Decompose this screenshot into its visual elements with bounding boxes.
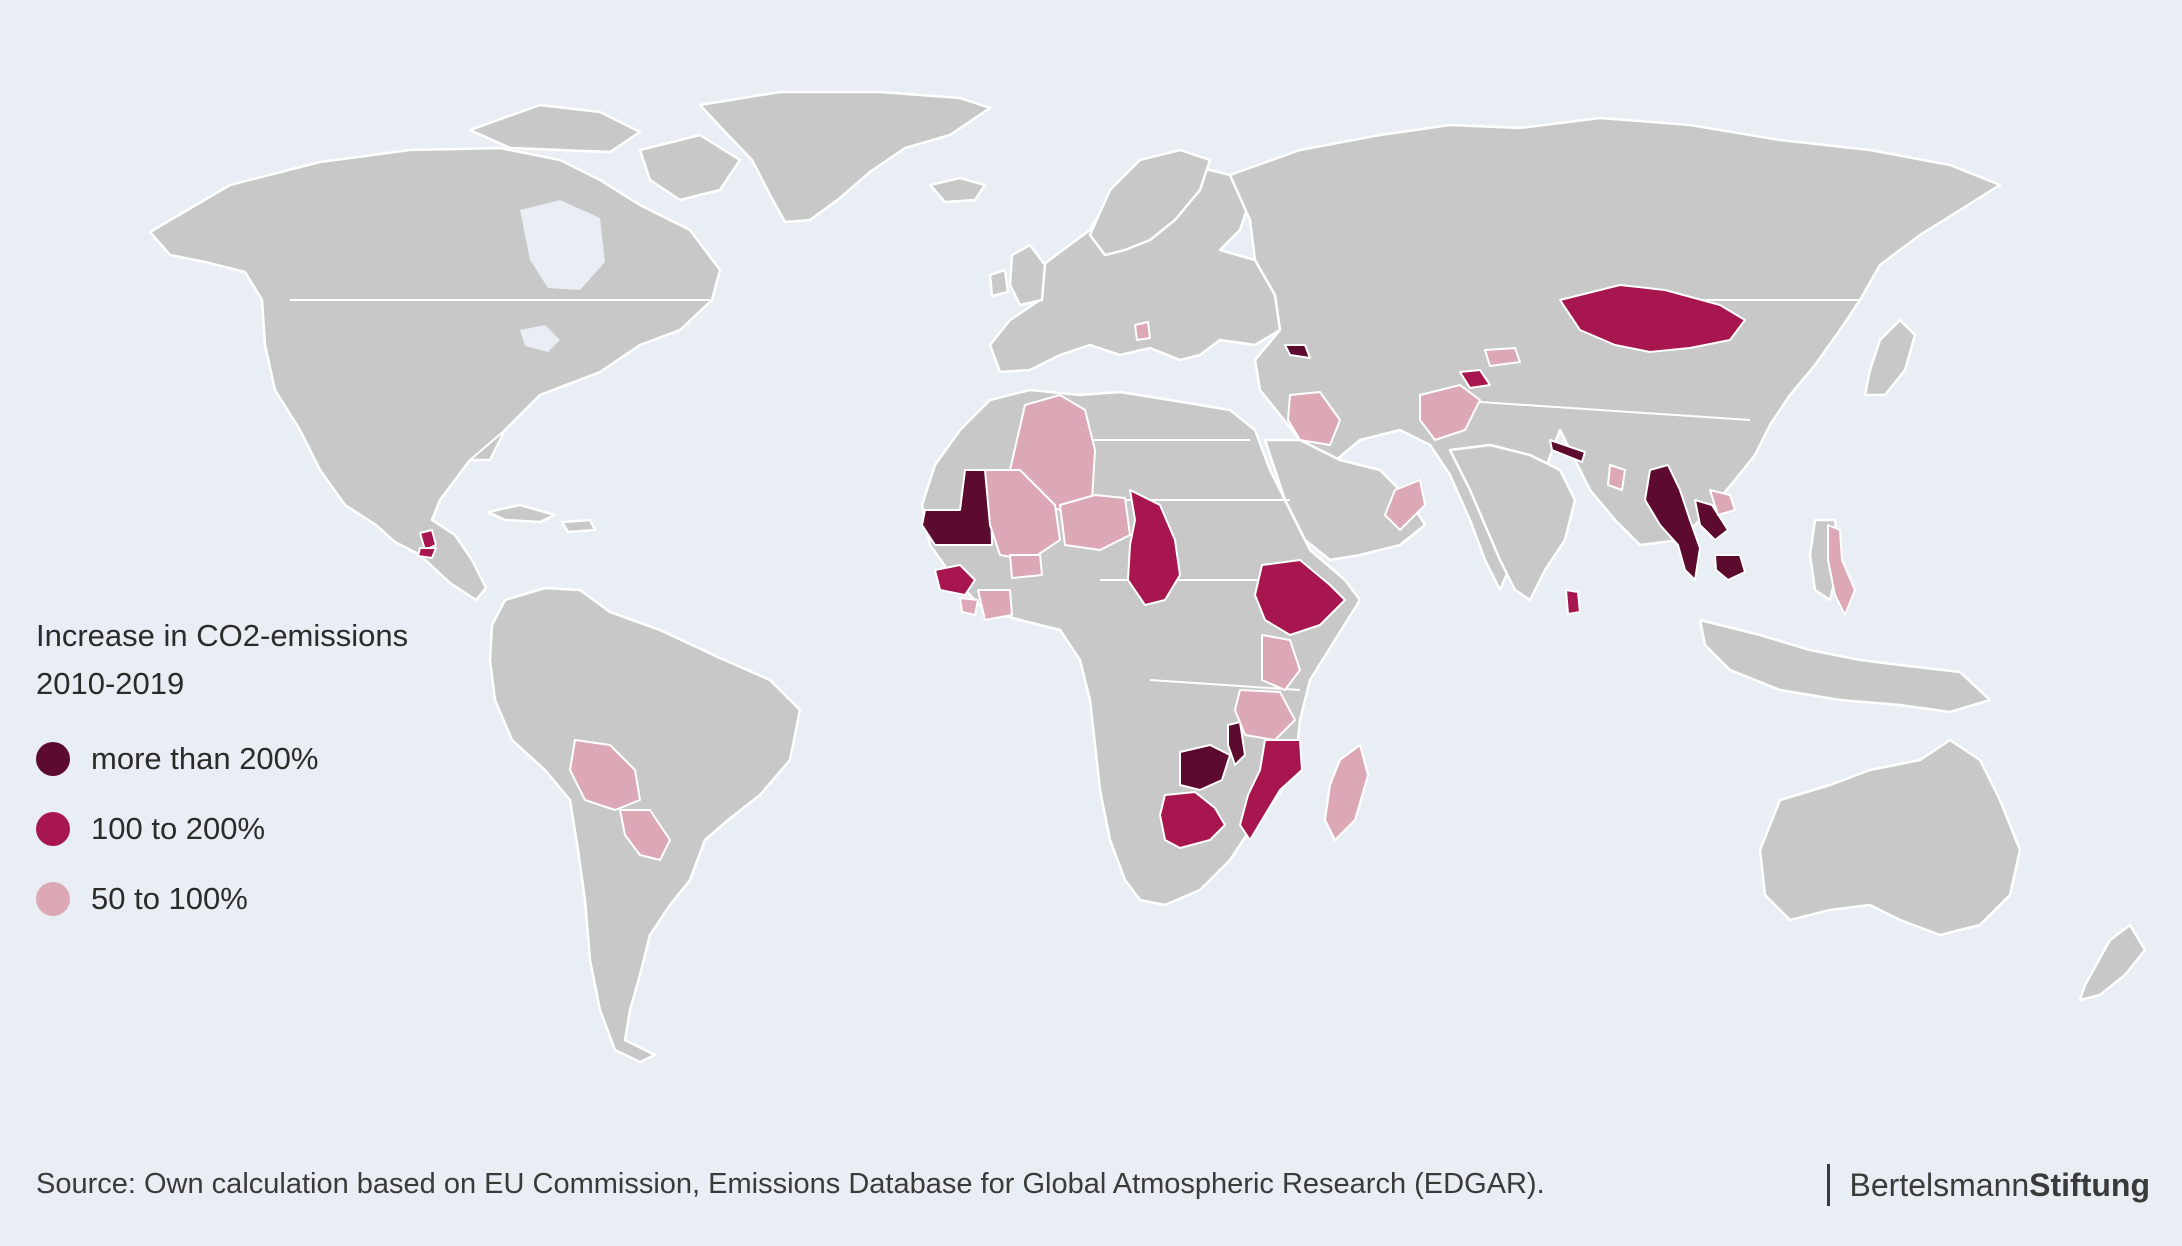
country-afghanistan bbox=[1419, 384, 1481, 441]
scandinavia bbox=[1088, 148, 1212, 257]
country-mozambique bbox=[1239, 739, 1303, 841]
ireland bbox=[988, 268, 1010, 298]
legend-swatch-light bbox=[36, 882, 70, 916]
country-burkina bbox=[1009, 554, 1043, 579]
country-tanzania bbox=[1234, 689, 1296, 741]
hispaniola bbox=[560, 518, 597, 534]
country-tajikistan bbox=[1459, 369, 1491, 389]
country-cote-divoire bbox=[977, 589, 1013, 621]
arctic-islands bbox=[468, 103, 642, 154]
country-georgia bbox=[1284, 344, 1311, 359]
country-malawi bbox=[1227, 721, 1246, 766]
country-south-africa-region bbox=[1159, 791, 1226, 849]
logo-word-bertelsmann: Bertelsmann bbox=[1849, 1166, 2030, 1203]
legend-title-line2: 2010-2019 bbox=[36, 666, 185, 701]
cuba bbox=[486, 503, 557, 524]
country-serbia bbox=[1134, 321, 1151, 341]
indonesia bbox=[1698, 618, 1992, 714]
country-sri-lanka bbox=[1565, 589, 1581, 615]
country-guinea bbox=[934, 564, 976, 596]
japan bbox=[1863, 318, 1917, 397]
country-ethiopia bbox=[1254, 559, 1346, 636]
australia bbox=[1758, 738, 2022, 937]
country-myanmar bbox=[1644, 464, 1701, 581]
country-mali bbox=[984, 469, 1061, 561]
country-borders bbox=[290, 299, 1860, 691]
country-madagascar bbox=[1324, 744, 1369, 841]
country-cambodia bbox=[1714, 554, 1746, 581]
legend-title-line1: Increase in CO2-emissions bbox=[36, 618, 409, 653]
greenland bbox=[698, 90, 992, 224]
country-honduras bbox=[417, 547, 437, 559]
country-philippines bbox=[1827, 524, 1856, 616]
country-vietnam-region bbox=[1709, 489, 1736, 516]
logo-divider bbox=[1826, 1164, 1830, 1206]
source-note: Source: Own calculation based on EU Comm… bbox=[36, 1168, 1545, 1200]
legend-item-100-to-200: 100 to 200% bbox=[36, 810, 408, 848]
country-kyrgyzstan bbox=[1484, 347, 1521, 367]
country-bangladesh bbox=[1607, 464, 1626, 491]
iceland bbox=[928, 176, 987, 204]
great-lakes bbox=[520, 325, 560, 352]
logo-word-stiftung: Stiftung bbox=[2029, 1166, 2150, 1203]
country-bolivia bbox=[569, 739, 641, 811]
country-mongolia bbox=[1559, 284, 1746, 353]
country-niger bbox=[1059, 494, 1131, 551]
country-nepal bbox=[1549, 439, 1586, 463]
north-america bbox=[148, 146, 722, 602]
india bbox=[1448, 443, 1577, 602]
country-iraq bbox=[1287, 391, 1341, 446]
legend-swatch-medium bbox=[36, 812, 70, 846]
legend-item-more-than-200: more than 200% bbox=[36, 740, 408, 778]
country-zambia bbox=[1179, 744, 1231, 791]
legend-label: 50 to 100% bbox=[91, 881, 248, 916]
legend-label: 100 to 200% bbox=[91, 811, 266, 846]
arctic-islands-east bbox=[638, 133, 742, 202]
legend-swatch-dark bbox=[36, 742, 70, 776]
great-britain bbox=[1008, 243, 1047, 307]
country-kenya bbox=[1261, 634, 1301, 691]
country-chad bbox=[1127, 489, 1181, 606]
legend-item-50-to-100: 50 to 100% bbox=[36, 880, 408, 918]
legend-label: more than 200% bbox=[91, 741, 319, 776]
bertelsmann-logo: Bertelsmann Stiftung bbox=[1826, 1164, 2150, 1206]
hudson-bay bbox=[520, 200, 605, 290]
new-zealand bbox=[2078, 923, 2147, 1002]
country-guatemala bbox=[419, 529, 437, 551]
country-guinea-bissau bbox=[959, 597, 979, 616]
country-paraguay bbox=[619, 809, 671, 861]
country-laos bbox=[1694, 499, 1729, 541]
legend: Increase in CO2-emissions 2010-2019 more… bbox=[36, 612, 408, 918]
country-oman bbox=[1384, 479, 1426, 531]
